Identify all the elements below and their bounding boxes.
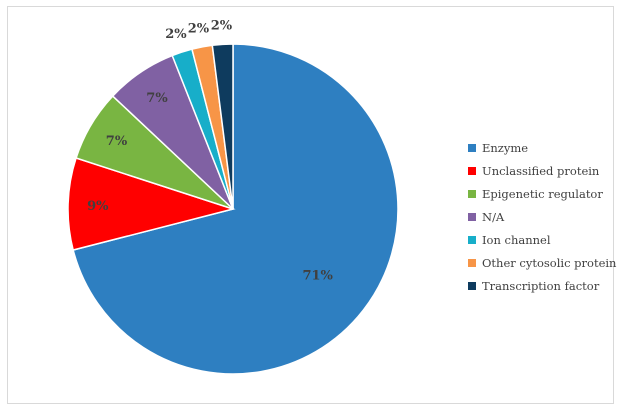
legend-swatch <box>468 235 476 244</box>
legend-swatch <box>468 281 476 290</box>
legend-item-epigenetic-regulator: Epigenetic regulator <box>468 182 623 205</box>
legend-label: Unclassified protein <box>482 163 600 178</box>
chart-area: 71% 9% 7% 7% 2% 2% 2% Enzyme Unclassified prote… <box>7 6 616 404</box>
legend-item-n-a: N/A <box>468 205 623 228</box>
legend-swatch <box>468 258 476 267</box>
legend-item-other-cytosolic-protein: Other cytosolic protein <box>468 251 623 274</box>
legend-label: Transcription factor <box>482 278 600 293</box>
legend-swatch <box>468 143 476 152</box>
pie-chart: 71%9%7%7%2% 2% 2% <box>67 19 399 375</box>
data-label-epigenetic-regulator: 7% <box>106 134 128 149</box>
legend-item-transcription-factor: Transcription factor <box>468 274 623 297</box>
legend-label: Enzyme <box>482 140 529 155</box>
data-label-transcription-factor: 2% <box>211 19 233 34</box>
legend-swatch <box>468 212 476 221</box>
data-label-other-cytosolic-protein: 2% <box>188 22 210 37</box>
data-label-unclassified-protein: 9% <box>87 199 109 214</box>
legend-label: Epigenetic regulator <box>482 186 603 201</box>
legend-item-unclassified-protein: Unclassified protein <box>468 159 623 182</box>
legend-item-enzyme: Enzyme <box>468 136 623 159</box>
legend-label: Ion channel <box>482 232 551 247</box>
pie-slice-transcription-factor <box>211 43 234 210</box>
legend-label: N/A <box>482 209 505 224</box>
pie-slice-unclassified-protein <box>67 157 236 251</box>
data-label-n-a: 7% <box>146 91 168 106</box>
legend-label: Other cytosolic protein <box>482 255 617 270</box>
data-label-enzyme: 71% <box>302 269 333 284</box>
legend: Enzyme Unclassified protein Epigenetic reg… <box>468 136 623 297</box>
legend-swatch <box>468 189 476 198</box>
legend-item-ion-channel: Ion channel <box>468 228 623 251</box>
pie-slice-enzyme <box>72 43 399 375</box>
data-label-ion-channel: 2% <box>165 27 187 42</box>
legend-swatch <box>468 166 476 175</box>
